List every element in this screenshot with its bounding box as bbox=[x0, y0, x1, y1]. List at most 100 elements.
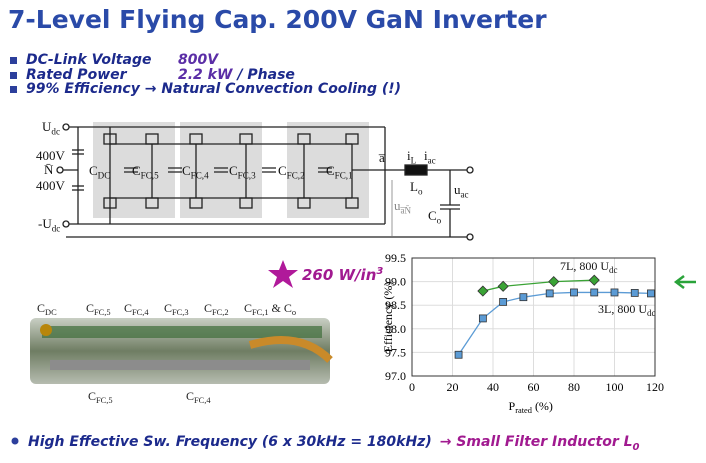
y-axis-title: Efficiency (%) bbox=[381, 282, 395, 353]
x-tick-label: 20 bbox=[447, 380, 459, 394]
label-sub: ac bbox=[428, 155, 436, 165]
label-main: C bbox=[88, 389, 96, 403]
circuit-label: 400V bbox=[36, 178, 66, 193]
series-name-sub: dc bbox=[609, 265, 618, 275]
data-point bbox=[590, 288, 599, 297]
label-sub: FC,5 bbox=[96, 396, 113, 405]
label-main: C bbox=[186, 389, 194, 403]
bullet-text: Rated Power 2.2 kW / Phase bbox=[26, 67, 295, 83]
circuit-label: iL bbox=[407, 148, 417, 165]
label-main: C bbox=[278, 163, 287, 178]
label-main: i bbox=[407, 148, 411, 163]
bullet-square bbox=[10, 57, 17, 64]
label-main: u bbox=[454, 182, 461, 197]
data-point bbox=[588, 274, 600, 286]
power-density: 260 W/in3 bbox=[302, 266, 383, 284]
label-main: 400V bbox=[36, 148, 66, 163]
label-sub: DC bbox=[45, 308, 57, 317]
label-main: P bbox=[509, 399, 516, 413]
label-main: C bbox=[132, 163, 141, 178]
circuit-label: Lo bbox=[410, 179, 423, 196]
bullet-text: 99% Efficiency → Natural Convection Cool… bbox=[26, 81, 401, 97]
x-tick-label: 120 bbox=[646, 380, 664, 394]
label-main: C bbox=[89, 163, 98, 178]
label-sub: FC,4 bbox=[191, 170, 209, 180]
photo-label: CDC bbox=[37, 301, 57, 317]
circuit-label: 400V bbox=[36, 148, 66, 163]
x-tick-label: 40 bbox=[487, 380, 499, 394]
circuit-label: N̄ bbox=[44, 162, 54, 177]
label-main: C bbox=[124, 301, 132, 315]
circuit-label: CFC,5 bbox=[132, 163, 159, 180]
label-sub: FC,5 bbox=[141, 170, 159, 180]
photo-label: CFC,5 bbox=[86, 301, 111, 317]
data-point bbox=[477, 285, 489, 297]
circuit-label: a̅ bbox=[378, 150, 386, 165]
title: 7-Level Flying Cap. 200V GaN Inverter bbox=[8, 5, 547, 34]
y-tick-label: 97.5 bbox=[385, 345, 406, 359]
label-sub: FC,2 bbox=[287, 170, 305, 180]
data-point bbox=[647, 289, 655, 298]
star-icon bbox=[268, 260, 298, 288]
label-sub: ac bbox=[461, 189, 469, 199]
series-line bbox=[458, 291, 651, 356]
label-sub: FC,1 bbox=[335, 170, 353, 180]
photo-label: CFC,1 & Co bbox=[244, 301, 296, 317]
label-sub: o bbox=[292, 308, 296, 317]
photo-label: CFC,5 bbox=[88, 389, 113, 405]
circuit bbox=[56, 122, 474, 241]
label-sub: o bbox=[418, 186, 423, 196]
label-suffix: (%) bbox=[532, 399, 553, 413]
bullet-square bbox=[10, 72, 17, 79]
circuit-label: iac bbox=[424, 148, 436, 165]
plot-frame bbox=[411, 257, 656, 377]
label-main: a̅ bbox=[378, 150, 386, 165]
label-sub: dc bbox=[52, 223, 61, 233]
highlight-arrow bbox=[673, 275, 696, 289]
label-sub: L bbox=[411, 155, 417, 165]
footer-main: High Effective Sw. Frequency (6 x 30kHz … bbox=[28, 434, 432, 450]
data-point bbox=[478, 314, 487, 323]
data-point bbox=[545, 289, 554, 298]
label-sub: DC bbox=[98, 170, 111, 180]
label-sub: FC,1 bbox=[252, 308, 269, 317]
bullet-value: 2.2 kW bbox=[178, 67, 233, 83]
photo bbox=[30, 318, 333, 384]
series-name-sub: dc bbox=[647, 308, 656, 318]
label-main: C bbox=[204, 301, 212, 315]
bullet-square bbox=[10, 86, 17, 93]
circuit-label: CFC,4 bbox=[182, 163, 209, 180]
bullet-text: DC-Link Voltage 800V bbox=[26, 52, 219, 68]
circuit-label: CFC,3 bbox=[229, 163, 256, 180]
label-main: C bbox=[229, 163, 238, 178]
data-point bbox=[548, 276, 560, 288]
data-point bbox=[610, 288, 619, 297]
photo-label: CFC,4 bbox=[186, 389, 211, 405]
series-label: 3L, 800 Udc bbox=[598, 302, 656, 318]
series-name: 3L, 800 U bbox=[598, 302, 647, 316]
circuit-label: CFC,2 bbox=[278, 163, 305, 180]
circuit-label: -Udc bbox=[38, 216, 60, 233]
label-main: C bbox=[428, 208, 437, 223]
photo-label: CFC,2 bbox=[204, 301, 229, 317]
photo-label: CFC,4 bbox=[124, 301, 149, 317]
x-axis-title: Prated (%) bbox=[509, 399, 553, 415]
y-tick-label: 98.0 bbox=[385, 322, 406, 336]
density-text: 260 W/in bbox=[302, 266, 376, 284]
circuit-label: Udc bbox=[42, 119, 60, 136]
series-label: 7L, 800 Udc bbox=[560, 259, 618, 275]
label-main: C bbox=[37, 301, 45, 315]
data-point bbox=[497, 280, 509, 292]
label-main: C bbox=[182, 163, 191, 178]
label-main: u bbox=[394, 198, 401, 213]
y-tick-label: 98.5 bbox=[385, 298, 406, 312]
label-main: L bbox=[410, 179, 418, 194]
footer-text: High Effective Sw. Frequency (6 x 30kHz … bbox=[28, 434, 640, 453]
circuit-label: CDC bbox=[89, 163, 110, 180]
label-main: -U bbox=[38, 216, 52, 231]
data-point bbox=[454, 350, 463, 359]
label-main: C bbox=[86, 301, 94, 315]
y-tick-label: 97.0 bbox=[385, 369, 406, 383]
